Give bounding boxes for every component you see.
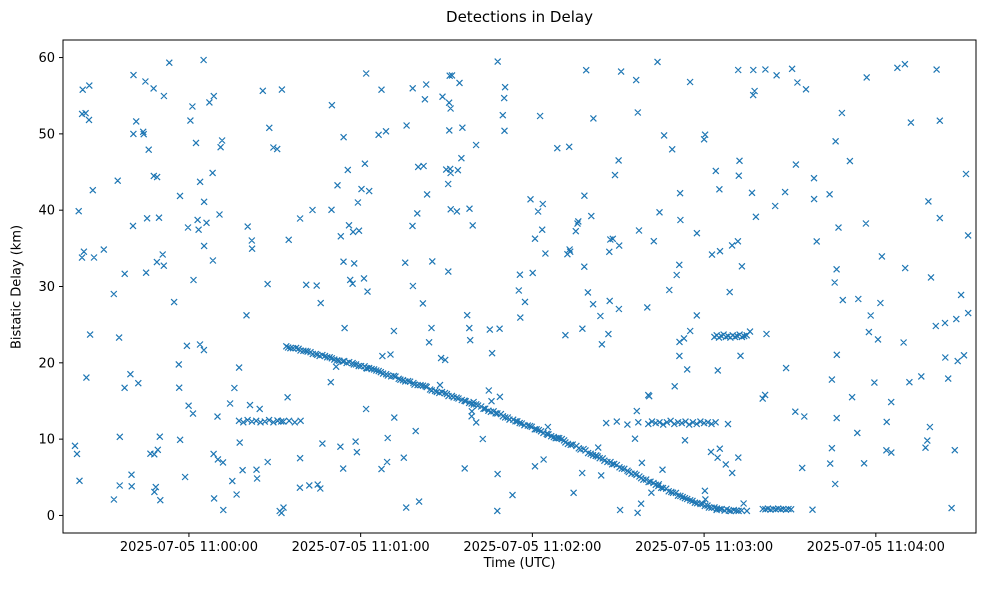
x-tick-label: 2025-07-05 11:03:00 xyxy=(635,540,773,555)
y-tick-label: 10 xyxy=(38,433,55,448)
y-tick-label: 30 xyxy=(38,280,55,295)
y-tick-label: 60 xyxy=(38,51,55,66)
y-tick-label: 50 xyxy=(38,127,55,142)
x-tick-label: 2025-07-05 11:01:00 xyxy=(292,540,430,555)
axes-frame xyxy=(62,39,977,534)
chart-title: Detections in Delay xyxy=(446,8,593,26)
x-axis-label: Time (UTC) xyxy=(483,556,556,571)
scatter-points xyxy=(71,56,972,517)
x-tick-label: 2025-07-05 11:04:00 xyxy=(807,540,945,555)
y-tick-label: 40 xyxy=(38,204,55,219)
x-tick-label: 2025-07-05 11:00:00 xyxy=(120,540,258,555)
y-axis-label: Bistatic Delay (km) xyxy=(9,224,25,350)
y-tick-label: 0 xyxy=(47,509,55,524)
x-tick-label: 2025-07-05 11:02:00 xyxy=(463,540,601,555)
y-tick-label: 20 xyxy=(38,356,55,371)
